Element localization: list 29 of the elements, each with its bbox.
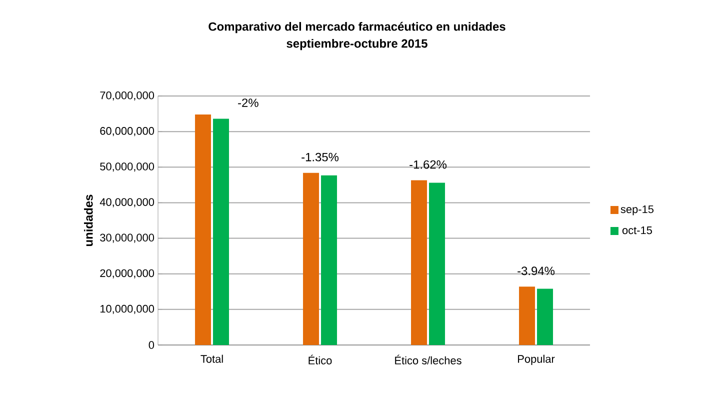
y-tick-label: 60,000,000: [100, 127, 154, 136]
bar: [411, 180, 428, 345]
bar: [519, 286, 536, 345]
x-tick-label: Popular: [518, 354, 555, 365]
x-tick-label: Total: [200, 354, 223, 363]
y-tick-label: 0: [148, 341, 154, 349]
x-tick-label: Ético s/leches: [395, 354, 462, 364]
y-tick-label: 10,000,000: [100, 304, 154, 314]
bar: [321, 175, 338, 345]
bar: [537, 288, 554, 345]
annotation: -2%: [238, 98, 258, 107]
y-axis-title: unidades: [84, 194, 93, 246]
bar: [429, 182, 446, 345]
legend-label: oct-15: [622, 226, 652, 234]
y-tick-label: 40,000,000: [100, 198, 154, 208]
annotation: -1.62%: [410, 160, 447, 169]
bar: [303, 172, 320, 345]
bar: [213, 118, 229, 345]
y-tick-label: 50,000,000: [100, 162, 154, 172]
x-tick-label: Ético: [308, 354, 332, 364]
bar: [195, 114, 212, 345]
y-tick-label: 20,000,000: [100, 269, 154, 278]
legend-label: sep-15: [620, 205, 654, 216]
chart-title: Comparativo del mercado farmacéutico en unidades: [208, 22, 506, 34]
chart-subtitle: septiembre-octubre 2015: [286, 38, 428, 50]
annotation: -1.35%: [302, 152, 339, 162]
annotation: -3.94%: [518, 266, 555, 276]
y-tick-label: 30,000,000: [100, 234, 154, 243]
y-tick-label: 70,000,000: [100, 91, 154, 101]
